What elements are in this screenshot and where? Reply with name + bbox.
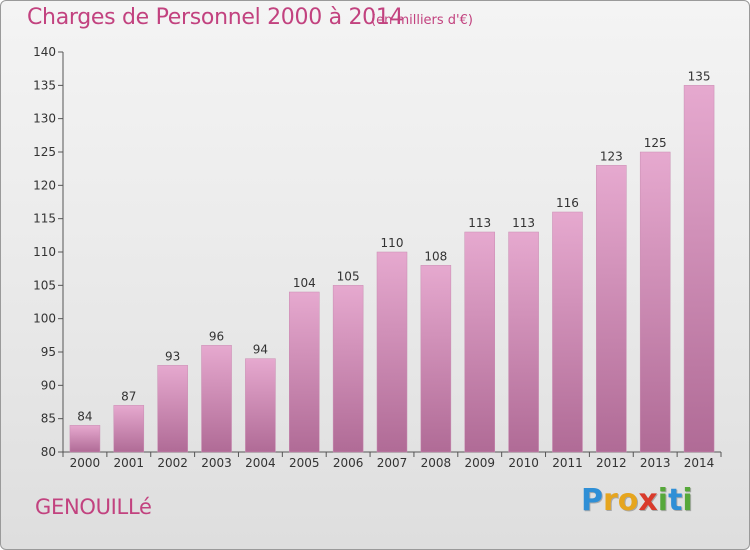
bar-2007 (376, 251, 408, 453)
data-label-2008: 108 (424, 249, 447, 263)
y-tick-label: 105 (33, 278, 56, 292)
bar-2006 (332, 285, 364, 453)
x-tick-label: 2001 (114, 456, 145, 470)
bar-2004 (245, 358, 276, 453)
x-tick-label: 2011 (552, 456, 583, 470)
x-tick-label: 2005 (289, 456, 320, 470)
y-tick-label: 100 (33, 312, 56, 326)
y-tick-label: 125 (33, 145, 56, 159)
chart-title: Charges de Personnel 2000 à 2014 (27, 5, 404, 30)
logo-letter: i (682, 483, 693, 518)
chart-axes: 80 85 90 95 100 105 110 115 120 125 130 135 140 2000 2… (33, 45, 722, 470)
x-tick-label: 2003 (201, 456, 232, 470)
x-tick-label: 2007 (377, 456, 408, 470)
data-label-2012: 123 (600, 149, 623, 163)
chart-labels: 84 87 93 96 94 104 105 110 108 113 113 116 123 125 135 (77, 69, 710, 423)
y-tick-label: 95 (41, 345, 56, 359)
data-label-2002: 93 (165, 349, 180, 363)
bar-2014 (683, 85, 715, 453)
data-label-2005: 104 (293, 276, 316, 290)
data-label-2013: 125 (644, 136, 667, 150)
logo-letter: o (617, 483, 639, 518)
data-label-2003: 96 (209, 329, 224, 343)
bar-2012 (596, 165, 627, 453)
proxiti-logo: Proxiti (581, 483, 693, 518)
data-label-2011: 116 (556, 196, 579, 210)
x-tick-label: 2006 (333, 456, 364, 470)
logo-letter: x (638, 483, 658, 518)
data-label-2006: 105 (337, 269, 360, 283)
data-label-2014: 135 (688, 69, 711, 83)
bar-2003 (201, 345, 232, 453)
y-tick-label: 120 (33, 178, 56, 192)
bar-2011 (552, 211, 583, 453)
data-label-2007: 110 (381, 236, 404, 250)
x-tick-label: 2009 (464, 456, 495, 470)
data-label-2010: 113 (512, 216, 535, 230)
data-label-2004: 94 (253, 343, 268, 357)
bar-2001 (113, 405, 145, 453)
y-tick-label: 115 (33, 212, 56, 226)
x-tick-label: 2004 (245, 456, 276, 470)
logo-letter: r (603, 483, 618, 518)
bar-2000 (69, 425, 101, 453)
bar-2005 (289, 291, 320, 453)
bar-2009 (464, 231, 495, 453)
logo-letter: t (668, 483, 683, 518)
x-tick-label: 2013 (640, 456, 671, 470)
chart-subtitle: (en milliers d'€) (371, 13, 473, 28)
x-tick-label: 2000 (70, 456, 101, 470)
logo-letter: P (581, 483, 603, 518)
x-tick-label: 2002 (157, 456, 188, 470)
chart-bars (69, 85, 715, 453)
bar-2002 (157, 365, 188, 453)
y-tick-label: 80 (41, 445, 56, 459)
x-tick-label: 2008 (421, 456, 452, 470)
y-tick-label: 130 (33, 112, 56, 126)
y-tick-label: 110 (33, 245, 56, 259)
bar-2013 (639, 151, 671, 453)
bar-2008 (420, 265, 452, 453)
x-tick-label: 2014 (684, 456, 715, 470)
data-label-2000: 84 (77, 409, 92, 423)
x-tick-label: 2010 (508, 456, 539, 470)
y-tick-label: 135 (33, 78, 56, 92)
place-name: GENOUILLé (35, 495, 152, 519)
logo-letter: i (657, 483, 669, 518)
data-label-2001: 87 (121, 389, 136, 403)
y-tick-label: 140 (33, 45, 56, 59)
bar-2010 (508, 231, 539, 453)
y-tick-label: 90 (41, 378, 56, 392)
x-tick-label: 2012 (596, 456, 627, 470)
y-tick-label: 85 (41, 412, 56, 426)
data-label-2009: 113 (468, 216, 491, 230)
